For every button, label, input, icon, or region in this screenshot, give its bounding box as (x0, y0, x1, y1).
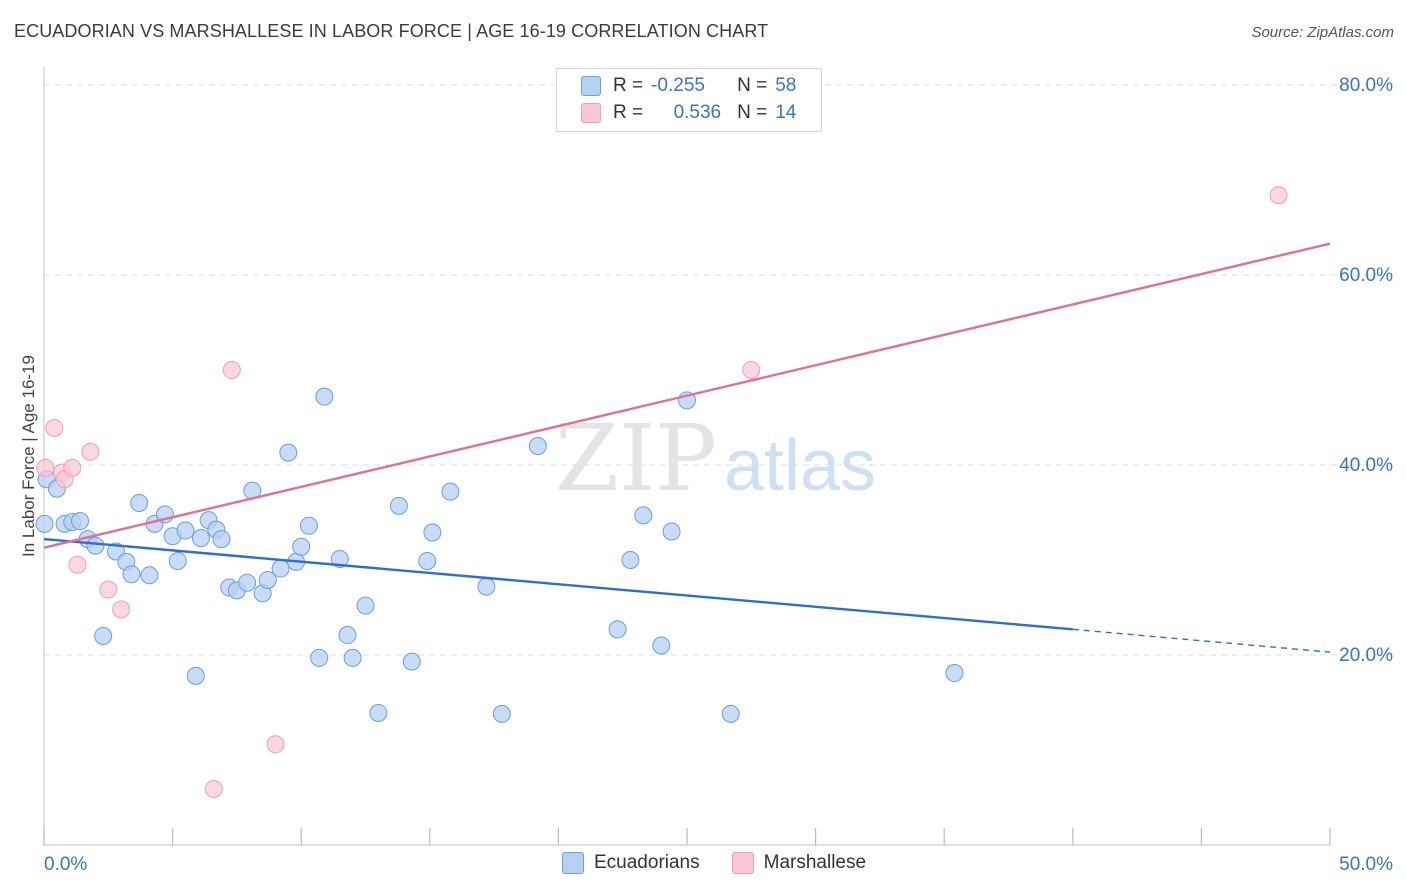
ecuadorian-point (258, 570, 277, 589)
correlation-legend: R = -0.255 N = 58 R = 0.536 N = 14 (556, 68, 822, 132)
legend-row-ecuadorians: R = -0.255 N = 58 (581, 73, 796, 99)
ecuadorian-point (330, 550, 349, 569)
legend-n-value: 58 (775, 75, 797, 96)
tick-label-layer: 20.0% 40.0% 60.0% 80.0% 0.0% 50.0% (44, 75, 1393, 875)
legend-r-value: -0.255 (651, 75, 705, 96)
chart-title: ECUADORIAN VS MARSHALLESE IN LABOR FORCE… (14, 21, 769, 41)
marshallese-point (68, 555, 87, 574)
ecuadorian-point (343, 648, 362, 667)
series-legend: Ecuadorians Marshallese (562, 852, 898, 874)
ecuadorian-point (338, 626, 357, 645)
watermark: ZIP atlas (555, 405, 876, 512)
ecuadorian-point (191, 529, 210, 548)
marshallese-point (36, 458, 55, 477)
legend-label-marshallese: Marshallese (763, 852, 867, 873)
marshallese-point (112, 600, 131, 619)
legend-r-label: R = (613, 75, 644, 96)
ecuadorian-point (94, 627, 113, 645)
ecuadorian-trend-line (43, 537, 1073, 631)
ecuadorian-point (477, 577, 496, 596)
legend-n-label: N = (737, 102, 768, 123)
ecuadorian-point (310, 648, 329, 667)
marshallese-point (63, 458, 82, 477)
marshallese-point (1269, 186, 1288, 205)
watermark-zip: ZIP (555, 405, 717, 512)
ecuadorian-point (212, 530, 231, 549)
ecuadorian-point (945, 664, 964, 683)
ecuadorian-point (492, 704, 511, 723)
ecuadorian-point (86, 536, 105, 555)
marshallese-point (222, 361, 241, 379)
ecuadorian-point (389, 496, 408, 515)
y-axis-label: In Labor Force | Age 16-19 (19, 355, 38, 557)
watermark-atlas: atlas (724, 426, 876, 506)
ecuadorian-point (356, 596, 375, 615)
legend-item-ecuadorians: Ecuadorians (562, 852, 700, 874)
legend-item-marshallese: Marshallese (731, 852, 867, 874)
ecuadorian-point (621, 551, 640, 569)
ecuadorian-point (299, 516, 318, 535)
marshallese-point (266, 735, 285, 754)
grid-layer (44, 84, 1393, 656)
marshallese-point (742, 361, 761, 379)
marshallese-trend-line (43, 242, 1331, 549)
marshallese-point (204, 779, 223, 798)
legend-r-value: 0.536 (673, 102, 722, 123)
y-tick-label: 80.0% (1339, 75, 1393, 96)
marshallese-point (99, 580, 118, 599)
ecuadorian-point (122, 565, 141, 584)
legend-label-ecuadorians: Ecuadorians (594, 852, 700, 873)
ecuadorian-point (369, 703, 388, 722)
legend-row-marshallese: R = 0.536 N = 14 (581, 100, 796, 126)
ecuadorian-point (402, 652, 421, 671)
marshallese-point (45, 418, 64, 437)
ecuadorian-point (662, 522, 681, 541)
ecuadorian-point (418, 551, 437, 570)
axis-layer (43, 67, 1331, 846)
y-tick-label: 60.0% (1339, 265, 1393, 286)
x-tick-label: 50.0% (1339, 854, 1393, 875)
ecuadorian-point (441, 482, 460, 501)
marshallese-swatch (581, 103, 601, 123)
ecuadorian-point (279, 443, 298, 462)
ecuadorian-point (315, 387, 334, 406)
ecuadorian-point (140, 566, 159, 585)
ecuadorian-point (423, 523, 442, 542)
ecuadorian-point (238, 573, 257, 592)
x-tick-label: 0.0% (44, 854, 87, 875)
marshallese-legend-swatch (731, 852, 754, 874)
chart-source: Source: ZipAtlas.com (1251, 24, 1394, 41)
ecuadorian-point (292, 537, 311, 556)
marshallese-point (81, 442, 100, 461)
y-tick-label: 40.0% (1339, 455, 1393, 476)
ecuadorian-trend-extension (1072, 628, 1331, 653)
ecuadorian-point (528, 437, 547, 455)
legend-n-label: N = (737, 75, 768, 96)
y-tick-label: 20.0% (1339, 645, 1393, 666)
ecuadorian-point (721, 704, 740, 723)
ecuadorian-point (176, 521, 195, 540)
ecuadorian-point (608, 620, 627, 639)
ecuadorian-legend-swatch (562, 852, 584, 874)
points-layer (35, 186, 1288, 798)
ecuadorian-point (634, 506, 653, 525)
ecuadorian-swatch (581, 76, 601, 96)
ecuadorian-point (130, 494, 149, 512)
trend-layer (43, 242, 1331, 653)
ecuadorian-point (271, 559, 290, 578)
legend-r-label: R = (613, 102, 644, 123)
ecuadorian-point (71, 512, 90, 531)
ecuadorian-point (35, 514, 54, 533)
ecuadorian-point (186, 666, 205, 685)
ecuadorian-point (652, 636, 671, 655)
legend-n-value: 14 (775, 102, 797, 123)
ecuadorian-point (168, 551, 187, 570)
